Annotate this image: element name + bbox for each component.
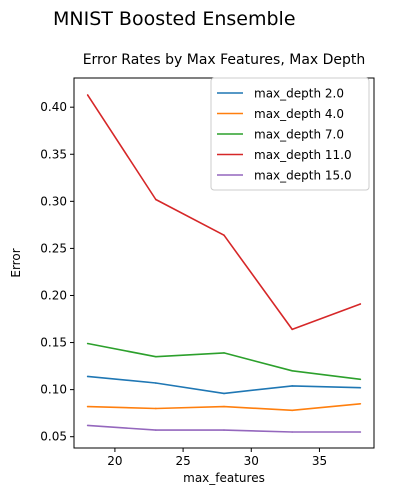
chart-title: Error Rates by Max Features, Max Depth bbox=[83, 52, 366, 68]
data-point bbox=[291, 370, 293, 372]
data-point bbox=[87, 376, 89, 378]
data-point bbox=[360, 431, 362, 433]
legend-label: max_depth 4.0 bbox=[254, 107, 344, 121]
legend-label: max_depth 2.0 bbox=[254, 87, 344, 101]
x-tick-label: 20 bbox=[107, 454, 122, 468]
x-axis-label: max_features bbox=[183, 471, 265, 485]
y-tick-label: 0.40 bbox=[40, 100, 67, 114]
data-point bbox=[223, 429, 225, 431]
data-point bbox=[155, 382, 157, 384]
data-point bbox=[291, 410, 293, 412]
data-point bbox=[291, 385, 293, 387]
data-point bbox=[223, 352, 225, 354]
data-point bbox=[155, 199, 157, 201]
data-point bbox=[291, 329, 293, 331]
data-point bbox=[87, 406, 89, 408]
data-point bbox=[223, 234, 225, 236]
data-point bbox=[155, 408, 157, 410]
data-point bbox=[87, 425, 89, 427]
x-tick-label: 30 bbox=[244, 454, 259, 468]
x-tick-label: 35 bbox=[312, 454, 327, 468]
legend-label: max_depth 15.0 bbox=[254, 169, 352, 183]
x-tick-label: 25 bbox=[175, 454, 190, 468]
data-point bbox=[87, 343, 89, 345]
data-point bbox=[155, 356, 157, 358]
figure-title: MNIST Boosted Ensemble bbox=[53, 8, 296, 30]
legend-label: max_depth 7.0 bbox=[254, 128, 344, 142]
data-point bbox=[360, 387, 362, 389]
y-tick-label: 0.10 bbox=[40, 383, 67, 397]
y-tick-label: 0.05 bbox=[40, 430, 67, 444]
x-axis: 20 25 30 35 bbox=[107, 448, 327, 468]
data-point bbox=[360, 378, 362, 380]
y-tick-label: 0.20 bbox=[40, 288, 67, 302]
data-point bbox=[223, 393, 225, 395]
y-axis: 0.05 0.10 0.15 0.20 0.25 0.30 0.35 0.40 bbox=[40, 100, 74, 444]
data-point bbox=[87, 94, 89, 96]
legend: max_depth 2.0 max_depth 4.0 max_depth 7.0 m… bbox=[211, 78, 369, 190]
data-point bbox=[360, 403, 362, 405]
y-axis-label: Error bbox=[9, 248, 23, 277]
y-tick-label: 0.15 bbox=[40, 336, 67, 350]
y-tick-label: 0.35 bbox=[40, 147, 67, 161]
legend-label: max_depth 11.0 bbox=[254, 148, 352, 162]
data-point bbox=[360, 303, 362, 305]
data-point bbox=[223, 406, 225, 408]
y-tick-label: 0.30 bbox=[40, 194, 67, 208]
y-tick-label: 0.25 bbox=[40, 241, 67, 255]
data-point bbox=[155, 429, 157, 431]
data-point bbox=[291, 431, 293, 433]
